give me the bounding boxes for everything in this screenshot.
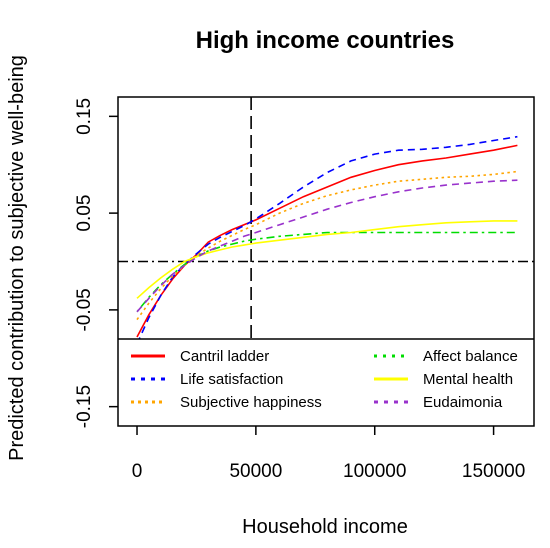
x-tick-label: 0	[132, 461, 143, 482]
series-line-eudaimonia	[136, 179, 518, 313]
x-axis-ticks: 0 50000 100000 150000	[132, 426, 525, 482]
series-line-subjective-happiness	[136, 170, 518, 321]
legend-label-affect-balance: Affect balance	[423, 348, 518, 365]
x-tick-label: 50000	[229, 461, 282, 482]
y-tick-label: 0.05	[74, 195, 95, 232]
legend-clip	[535, 339, 550, 426]
y-tick-label: -0.05	[74, 288, 95, 331]
x-tick-label: 100000	[343, 461, 406, 482]
series-lines	[136, 135, 518, 345]
series-line-cantril-ladder	[136, 144, 518, 338]
series-line-affect-balance	[136, 231, 518, 313]
series-line-mental-health	[136, 220, 518, 299]
legend-label-mental-health: Mental health	[423, 371, 513, 388]
series-line-life-satisfaction	[136, 135, 518, 345]
y-tick-label: -0.15	[74, 385, 95, 428]
legend-label-life-satisfaction: Life satisfaction	[180, 371, 283, 388]
x-axis-label: Household income	[242, 516, 408, 538]
plot-frame	[117, 96, 535, 427]
legend-label-subjective-happiness: Subjective happiness	[180, 394, 322, 411]
legend: Cantril ladder Life satisfaction Subjectiv…	[118, 338, 550, 426]
x-tick-label: 150000	[462, 461, 525, 482]
y-tick-label: 0.15	[74, 98, 95, 135]
legend-label-eudaimonia: Eudaimonia	[423, 394, 503, 411]
y-axis-label: Predicted contribution to subjective wel…	[6, 55, 28, 461]
y-axis-ticks: -0.15 -0.05 0.05 0.15	[74, 98, 118, 428]
legend-label-cantril-ladder: Cantril ladder	[180, 348, 269, 365]
chart-title: High income countries	[196, 27, 455, 54]
legend-background	[118, 339, 534, 426]
